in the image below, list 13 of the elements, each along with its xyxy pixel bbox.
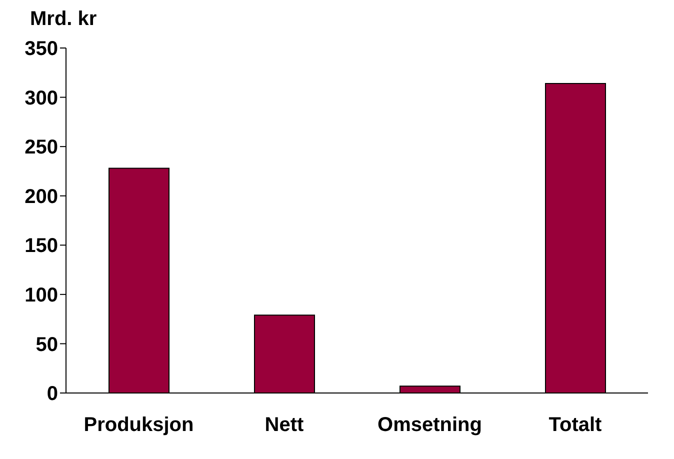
x-tick-label: Totalt [548,414,602,436]
x-tick-label: Nett [264,414,304,436]
y-tick-label: 50 [36,334,58,356]
y-tick-label: 300 [24,87,58,110]
y-tick-label: 350 [24,38,58,60]
y-tick-label: 250 [24,136,58,159]
y-tick-label: 200 [24,186,58,208]
x-tick-label: Produksjon [84,414,194,436]
y-tick-label: 0 [46,383,58,406]
x-tick-label: Omsetning [378,414,482,436]
y-tick-label: 100 [24,284,58,307]
y-axis-title: Mrd. kr [30,8,97,31]
y-tick-label: 150 [24,235,58,258]
